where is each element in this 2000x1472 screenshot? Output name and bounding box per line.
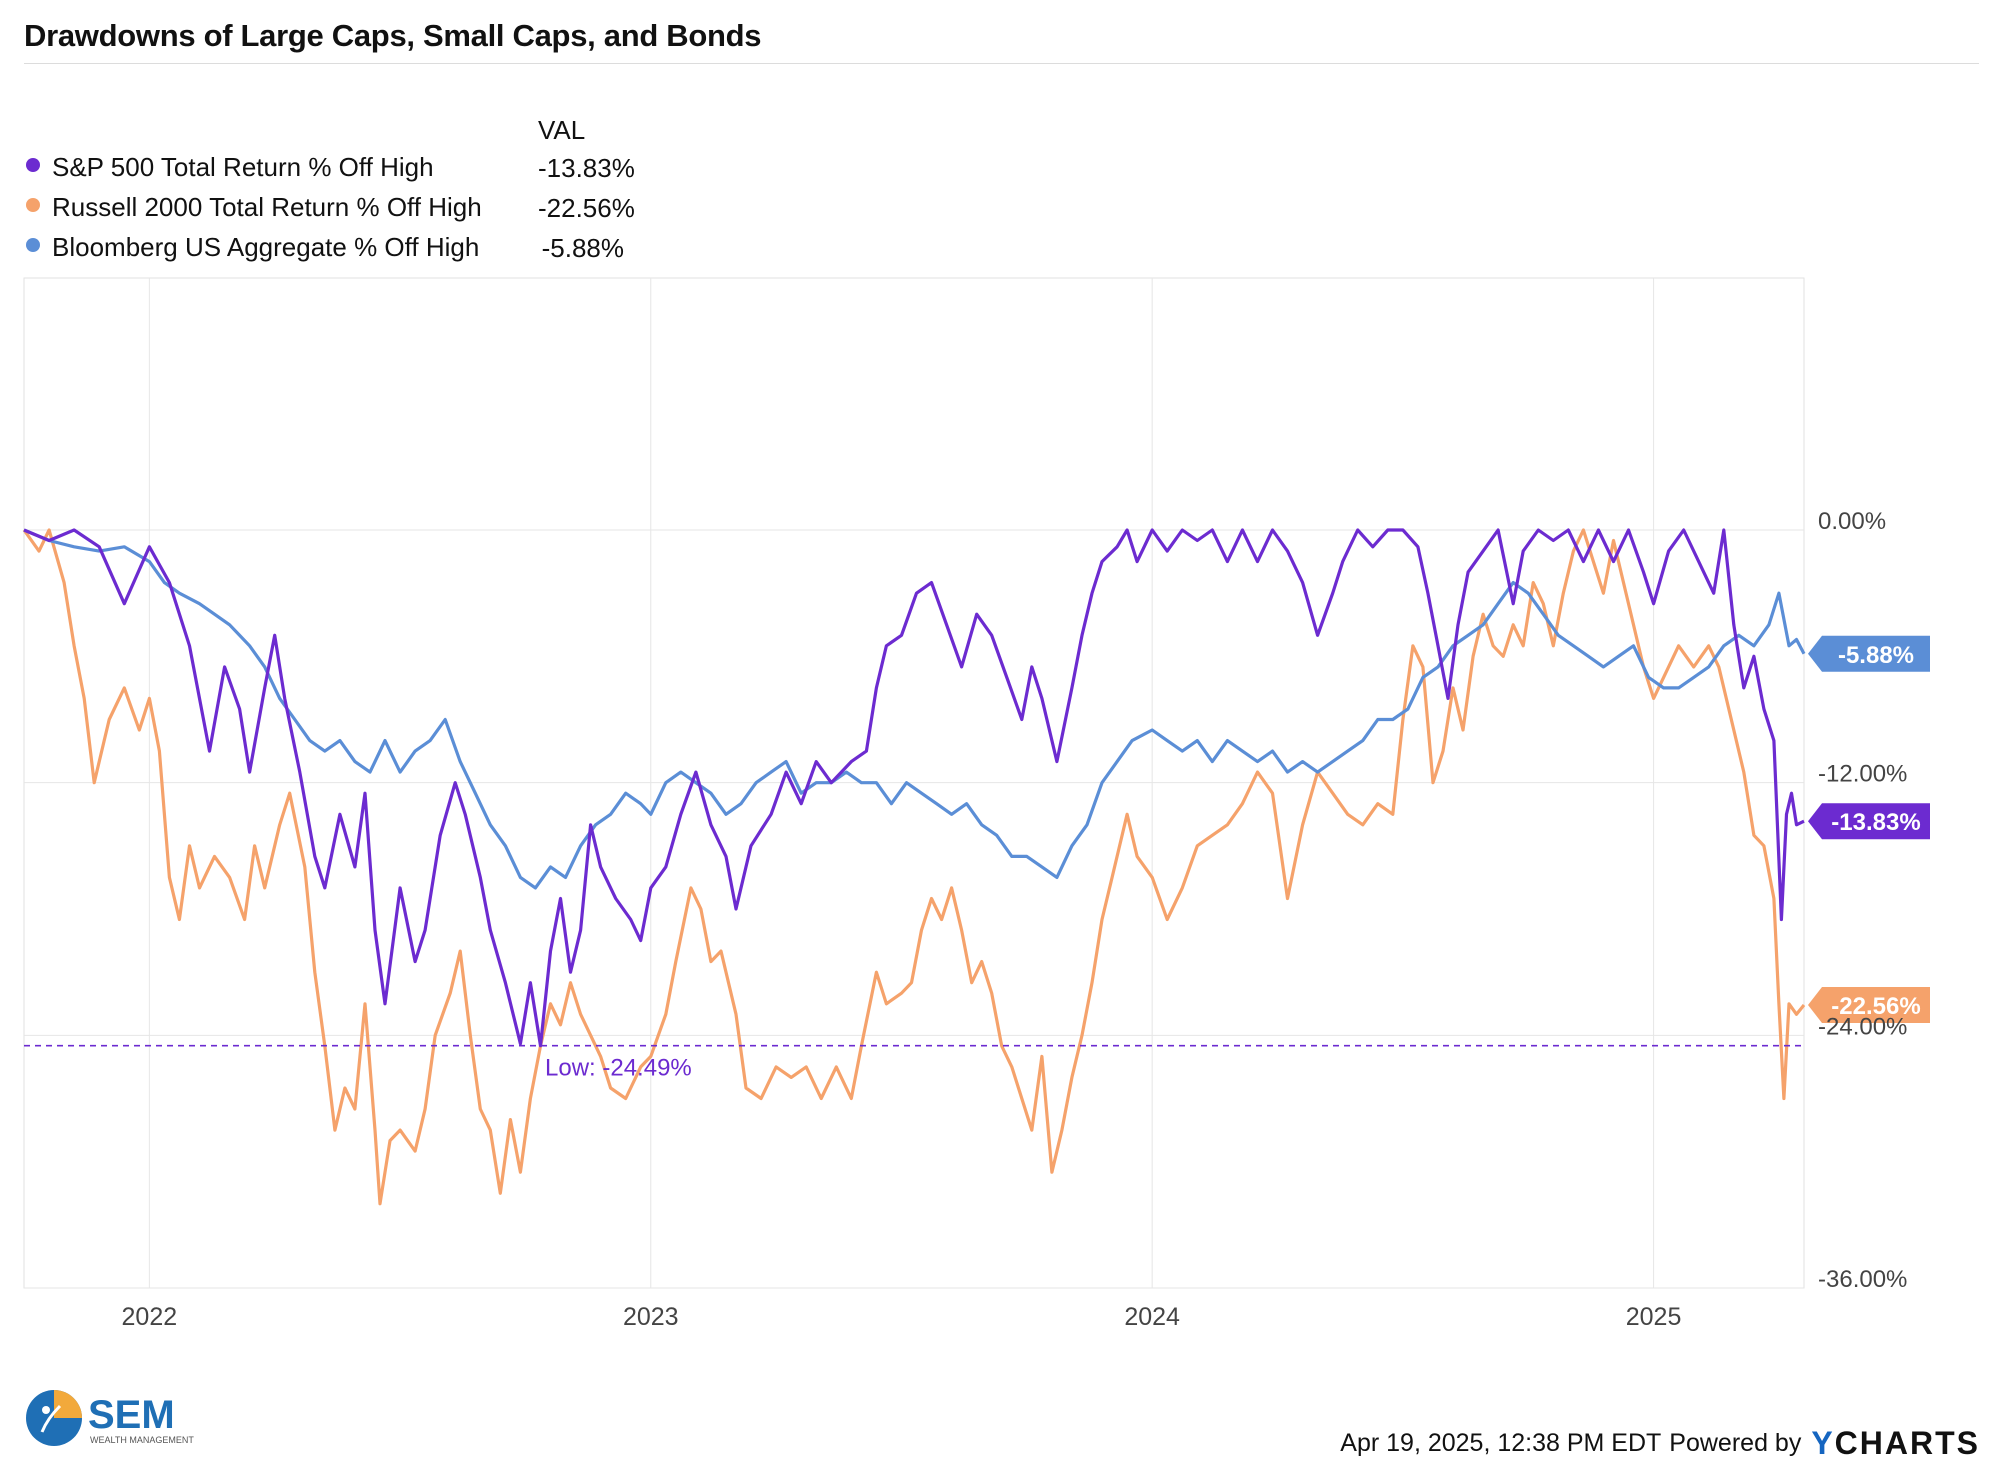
legend-label-russell2000: Russell 2000 Total Return % Off High — [52, 191, 482, 222]
footer-timestamp: Apr 19, 2025, 12:38 PM EDT — [1340, 1429, 1662, 1457]
legend-dot-russell2000 — [26, 198, 40, 212]
sem-logo-wordmark: SEM — [88, 1393, 175, 1437]
footer: Apr 19, 2025, 12:38 PM EDT Powered by YC… — [1340, 1425, 1980, 1462]
chart-title: Drawdowns of Large Caps, Small Caps, and… — [24, 18, 762, 53]
y-tick-label-1: -12.00% — [1818, 761, 1907, 788]
x-tick-label-2025: 2025 — [1626, 1303, 1682, 1331]
sem-logo: SEM WEALTH MANAGEMENT — [26, 1390, 194, 1446]
legend-item-sp500[interactable]: S&P 500 Total Return % Off High — [26, 147, 434, 187]
legend-item-bloomberg-agg[interactable]: Bloomberg US Aggregate % Off High — [26, 227, 480, 267]
y-tick-label-2: -24.00% — [1818, 1013, 1907, 1040]
legend-dot-bloomberg-agg — [26, 238, 40, 252]
x-tick-label-2024: 2024 — [1124, 1303, 1180, 1331]
legend-item-russell2000[interactable]: Russell 2000 Total Return % Off High — [26, 187, 482, 227]
series-line-bloomberg-agg[interactable] — [23, 528, 1806, 890]
low-annotation-label: Low: -24.49% — [545, 1055, 692, 1082]
series-line-russell2000[interactable] — [22, 528, 1806, 1206]
end-label-text-russell2000: -22.56% — [1831, 993, 1920, 1020]
footer-powered-by: Powered by — [1669, 1429, 1802, 1457]
title-divider — [24, 63, 1979, 64]
y-tick-label-3: -36.00% — [1818, 1266, 1907, 1293]
end-label-sp500: -13.83% — [1808, 803, 1930, 840]
ycharts-link[interactable]: YCHARTS — [1811, 1425, 1980, 1462]
legend-value-russell2000: -22.56% — [538, 193, 635, 223]
x-tick-label-2022: 2022 — [122, 1303, 178, 1331]
y-tick-label-0: 0.00% — [1818, 508, 1886, 535]
ycharts-brand-rest: CHARTS — [1834, 1425, 1980, 1461]
ycharts-brand-y: Y — [1811, 1425, 1835, 1461]
end-label-bloomberg-agg: -5.88% — [1808, 635, 1930, 672]
end-label-text-sp500: -13.83% — [1831, 809, 1920, 836]
end-label-russell2000: -22.56% — [1808, 987, 1930, 1024]
legend-dot-sp500 — [26, 158, 40, 172]
series-line-sp500[interactable] — [23, 528, 1805, 1048]
legend-value-sp500: -13.83% — [538, 153, 635, 183]
sem-logo-tagline: WEALTH MANAGEMENT — [90, 1435, 194, 1445]
legend-val-header: VAL — [538, 115, 586, 145]
legend-label-sp500: S&P 500 Total Return % Off High — [52, 151, 434, 182]
legend-value-bloomberg-agg: -5.88% — [541, 233, 624, 263]
legend-label-bloomberg-agg: Bloomberg US Aggregate % Off High — [52, 231, 480, 262]
end-label-text-bloomberg-agg: -5.88% — [1838, 642, 1914, 669]
x-tick-label-2023: 2023 — [623, 1303, 679, 1331]
